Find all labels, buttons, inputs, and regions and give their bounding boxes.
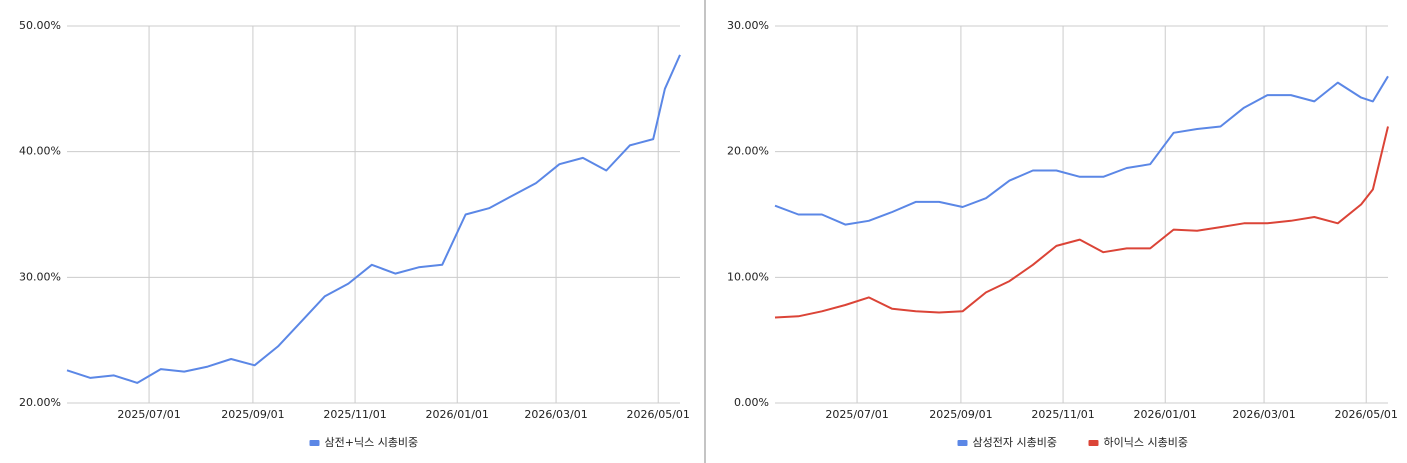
x-tick-label: 2026/01/01 [1134,408,1197,421]
x-tick-label: 2026/03/01 [524,408,587,421]
y-tick-label: 20.00% [19,396,61,409]
y-tick-label: 10.00% [727,270,769,283]
x-tick-label: 2025/09/01 [929,408,992,421]
y-tick-label: 30.00% [19,270,61,283]
series-line [66,54,681,384]
legend-label: 삼전+닉스 시총비중 [325,436,419,449]
y-tick-label: 40.00% [19,145,61,158]
legend-label: 하이닉스 시총비중 [1104,435,1188,449]
legend-swatch [309,440,320,446]
x-tick-label: 2025/11/01 [1031,408,1094,421]
y-tick-label: 20.00% [727,145,769,158]
legend-swatch [1088,440,1099,446]
x-tick-label: 2025/07/01 [117,408,180,421]
y-tick-label: 50.00% [19,19,61,32]
x-tick-label: 2025/07/01 [825,408,888,421]
legend-swatch [957,440,968,446]
x-tick-label: 2026/05/01 [1335,408,1398,421]
legend-label: 삼성전자 시총비중 [973,436,1057,449]
y-tick-label: 30.00% [727,19,769,32]
x-tick-label: 2025/11/01 [323,408,386,421]
x-tick-label: 2025/09/01 [221,408,284,421]
x-tick-label: 2026/01/01 [426,408,489,421]
y-tick-label: 0.00% [734,396,769,409]
x-tick-label: 2026/03/01 [1232,408,1295,421]
series-line [774,126,1389,319]
x-tick-label: 2026/05/01 [627,408,690,421]
series-line [774,75,1389,226]
